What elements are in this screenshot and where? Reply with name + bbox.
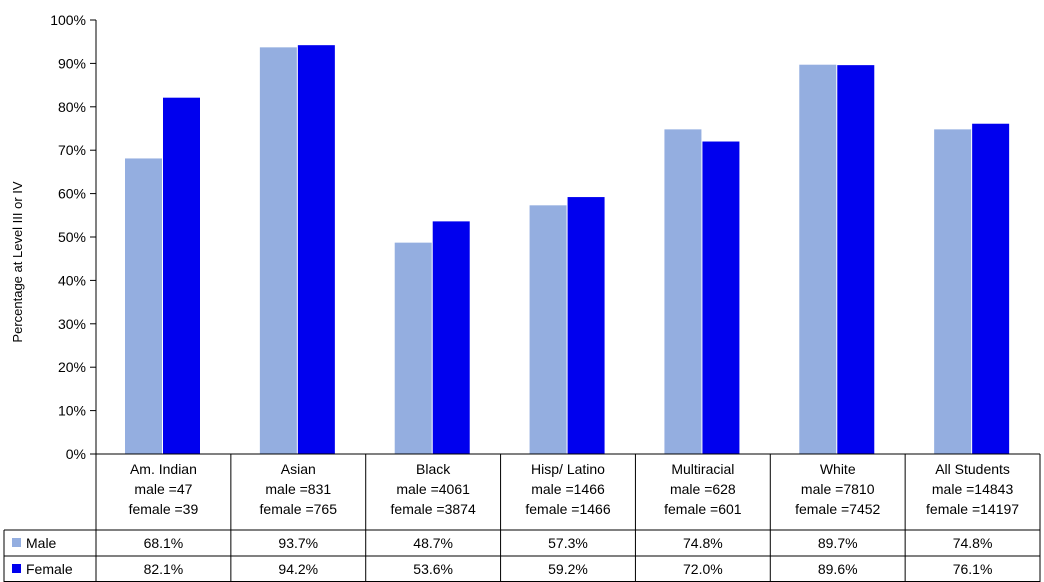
category-label: Am. Indian: [130, 461, 197, 477]
category-count-label: male =1466: [531, 481, 605, 497]
bar-male: [934, 129, 972, 455]
category-count-label: female =7452: [795, 501, 880, 517]
category-count-label: male =7810: [801, 481, 875, 497]
category-count-label: male =47: [134, 481, 192, 497]
y-tick-label: 20%: [58, 359, 86, 375]
bar-male: [529, 205, 567, 454]
legend-label-female: Female: [26, 561, 73, 577]
bar-male: [259, 47, 297, 454]
data-label: 53.6%: [413, 561, 453, 577]
y-tick-label: 10%: [58, 403, 86, 419]
legend-key-male: [12, 538, 21, 547]
data-label: 57.3%: [548, 535, 588, 551]
y-tick-label: 50%: [58, 229, 86, 245]
y-axis-title: Percentage at Level III or IV: [10, 181, 25, 342]
y-axis: 0% 10% 20% 30% 40% 50% 60% 70% 80% 90% 100%: [50, 12, 96, 462]
category-label: Black: [416, 461, 451, 477]
data-label: 89.7%: [818, 535, 858, 551]
data-label: 74.8%: [953, 535, 993, 551]
category-label: All Students: [935, 461, 1010, 477]
y-tick-label: 40%: [58, 272, 86, 288]
bar-female: [432, 221, 470, 454]
bar-male: [799, 64, 837, 455]
bar-female: [163, 97, 200, 454]
data-label: 59.2%: [548, 561, 588, 577]
data-label: 94.2%: [278, 561, 318, 577]
data-label: 74.8%: [683, 535, 723, 551]
bar-female: [567, 197, 605, 454]
category-label: White: [820, 461, 856, 477]
category-count-label: male =831: [265, 481, 331, 497]
data-label: 89.6%: [818, 561, 858, 577]
bar-female: [297, 45, 335, 455]
bar-female: [972, 123, 1010, 454]
category-count-label: female =14197: [926, 501, 1019, 517]
category-count-label: female =3874: [391, 501, 476, 517]
data-label: 68.1%: [144, 535, 184, 551]
legend-key-female: [12, 564, 21, 573]
category-label: Hisp/ Latino: [531, 461, 605, 477]
category-count-label: male =4061: [396, 481, 470, 497]
bar-female: [702, 141, 740, 454]
y-tick-label: 0%: [66, 446, 86, 462]
axes: [95, 20, 1040, 582]
bar-male: [394, 242, 432, 454]
category-count-label: female =39: [129, 501, 199, 517]
bars: [125, 45, 1010, 455]
y-tick-label: 80%: [58, 99, 86, 115]
bar-female: [837, 65, 875, 455]
data-label: 72.0%: [683, 561, 723, 577]
data-label: 82.1%: [144, 561, 184, 577]
y-tick-label: 30%: [58, 316, 86, 332]
category-label: Multiracial: [671, 461, 734, 477]
y-tick-label: 70%: [58, 142, 86, 158]
y-axis-title-group: Percentage at Level III or IV: [10, 181, 25, 342]
y-tick-label: 90%: [58, 55, 86, 71]
legend-label-male: Male: [26, 535, 57, 551]
category-label: Asian: [281, 461, 316, 477]
data-table: Am. Indian male =47 female =39 Asian male =8…: [3, 454, 1041, 582]
data-label: 76.1%: [953, 561, 993, 577]
y-tick-label: 100%: [50, 12, 86, 28]
category-count-label: female =765: [260, 501, 338, 517]
category-count-label: female =601: [664, 501, 742, 517]
data-label: 48.7%: [413, 535, 453, 551]
bar-male: [664, 129, 702, 455]
bar-male: [125, 158, 162, 455]
y-tick-label: 60%: [58, 186, 86, 202]
category-count-label: female =1466: [525, 501, 610, 517]
category-count-label: male =14843: [932, 481, 1014, 497]
data-label: 93.7%: [278, 535, 318, 551]
category-count-label: male =628: [670, 481, 736, 497]
